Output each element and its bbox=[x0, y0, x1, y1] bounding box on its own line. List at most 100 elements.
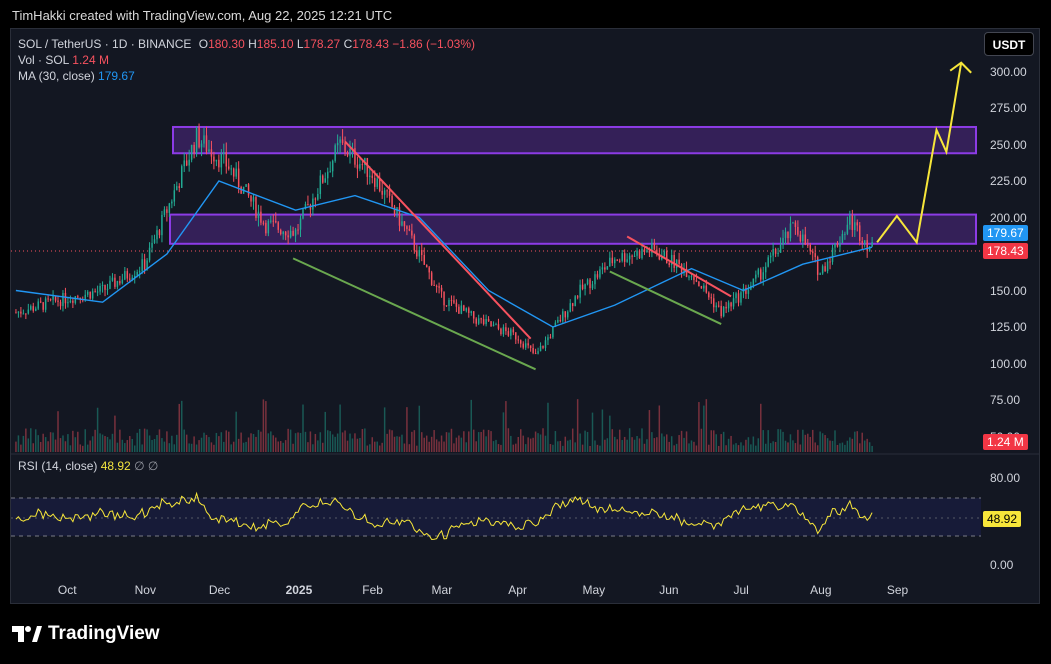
close-value: 178.43 bbox=[352, 37, 389, 51]
volume-bar bbox=[158, 429, 161, 452]
volume-bar bbox=[453, 443, 455, 452]
volume-bar bbox=[89, 440, 91, 452]
volume-bar bbox=[440, 435, 443, 452]
volume-bar bbox=[700, 428, 703, 452]
candle-body bbox=[515, 332, 517, 340]
volume-bar bbox=[57, 411, 59, 452]
candle-body bbox=[109, 280, 111, 289]
volume-bar bbox=[601, 409, 604, 452]
candle-body bbox=[482, 319, 485, 325]
candle-body bbox=[675, 259, 678, 268]
volume-bar bbox=[841, 442, 844, 452]
candle-body bbox=[84, 294, 86, 300]
volume-bar bbox=[710, 430, 713, 452]
candle-body bbox=[336, 142, 339, 146]
candle-body bbox=[693, 276, 695, 281]
candle-body bbox=[549, 337, 552, 339]
time-axis-tick: Jul bbox=[733, 583, 749, 597]
rsi-label[interactable]: RSI (14, close) bbox=[18, 459, 98, 473]
volume-bar bbox=[713, 430, 715, 452]
candle-body bbox=[455, 302, 458, 307]
volume-bar bbox=[737, 445, 740, 452]
candle-body bbox=[153, 239, 156, 243]
ma-label[interactable]: MA (30, close) bbox=[18, 69, 95, 83]
volume-bar bbox=[171, 435, 173, 452]
candle-body bbox=[782, 237, 784, 245]
volume-bar bbox=[104, 436, 106, 452]
candle-body bbox=[292, 230, 294, 236]
volume-bar bbox=[267, 433, 270, 452]
candle-body bbox=[799, 234, 802, 242]
volume-bar bbox=[289, 429, 292, 452]
volume-bar bbox=[185, 434, 188, 452]
volume-bar bbox=[361, 429, 364, 452]
volume-bar bbox=[257, 429, 260, 452]
volume-bar bbox=[651, 432, 653, 452]
volume-bar bbox=[341, 432, 344, 452]
volume-bar bbox=[252, 434, 255, 452]
candle-body bbox=[406, 226, 408, 229]
candle-body bbox=[369, 175, 371, 177]
volume-bar bbox=[589, 445, 591, 452]
candle-body bbox=[425, 264, 428, 268]
candle-body bbox=[747, 289, 750, 294]
candle-body bbox=[445, 305, 448, 307]
candle-body bbox=[769, 255, 772, 258]
volume-bar bbox=[151, 439, 153, 452]
candle-body bbox=[527, 343, 529, 346]
volume-bar bbox=[623, 436, 626, 452]
volume-bar bbox=[695, 445, 698, 452]
volume-bar bbox=[200, 437, 203, 452]
candle-body bbox=[859, 225, 861, 241]
candle-body bbox=[713, 298, 715, 308]
candle-body bbox=[171, 201, 173, 204]
candle-body bbox=[366, 158, 369, 177]
symbol-name[interactable]: SOL / TetherUS · 1D · BINANCE bbox=[18, 37, 192, 51]
candle-body bbox=[737, 293, 740, 303]
volume-bar bbox=[740, 442, 742, 452]
volume-bar bbox=[529, 438, 532, 452]
candle-body bbox=[688, 276, 690, 278]
support-trendline-2 bbox=[609, 270, 722, 325]
volume-bar bbox=[574, 442, 576, 452]
volume-bar bbox=[638, 438, 641, 452]
ma-price-tag: 179.67 bbox=[983, 225, 1028, 241]
currency-button[interactable]: USDT bbox=[984, 32, 1034, 56]
volume-bar bbox=[631, 437, 633, 452]
volume-bar bbox=[829, 440, 831, 452]
volume-bar bbox=[715, 434, 717, 452]
volume-bar bbox=[854, 431, 856, 452]
candle-body bbox=[614, 259, 616, 264]
candle-body bbox=[252, 197, 255, 202]
volume-bar bbox=[769, 443, 772, 452]
volume-bar bbox=[789, 434, 792, 452]
tradingview-logo[interactable]: TradingView bbox=[12, 622, 160, 646]
candle-body bbox=[559, 319, 562, 322]
candle-body bbox=[463, 305, 465, 311]
candle-body bbox=[755, 274, 757, 279]
volume-bar bbox=[774, 441, 777, 452]
candle-body bbox=[787, 231, 789, 239]
volume-bar bbox=[168, 443, 171, 452]
volume-bar bbox=[745, 439, 747, 452]
candle-body bbox=[836, 243, 839, 247]
candle-body bbox=[94, 291, 96, 293]
candle-body bbox=[47, 298, 49, 300]
candle-body bbox=[413, 235, 416, 251]
volume-label[interactable]: Vol · SOL bbox=[18, 53, 69, 67]
candle-body bbox=[418, 250, 421, 257]
volume-bar bbox=[668, 441, 670, 452]
volume-bar bbox=[91, 436, 94, 452]
volume-bar bbox=[378, 445, 381, 452]
candle-body bbox=[468, 308, 470, 313]
candle-body bbox=[465, 308, 468, 311]
candle-body bbox=[705, 285, 708, 293]
candle-body bbox=[658, 254, 661, 260]
volume-bar bbox=[356, 438, 359, 452]
candle-body bbox=[544, 340, 547, 348]
volume-bar bbox=[255, 436, 257, 452]
volume-bar bbox=[522, 435, 524, 452]
volume-bar bbox=[500, 444, 502, 452]
candle-body bbox=[849, 215, 851, 225]
